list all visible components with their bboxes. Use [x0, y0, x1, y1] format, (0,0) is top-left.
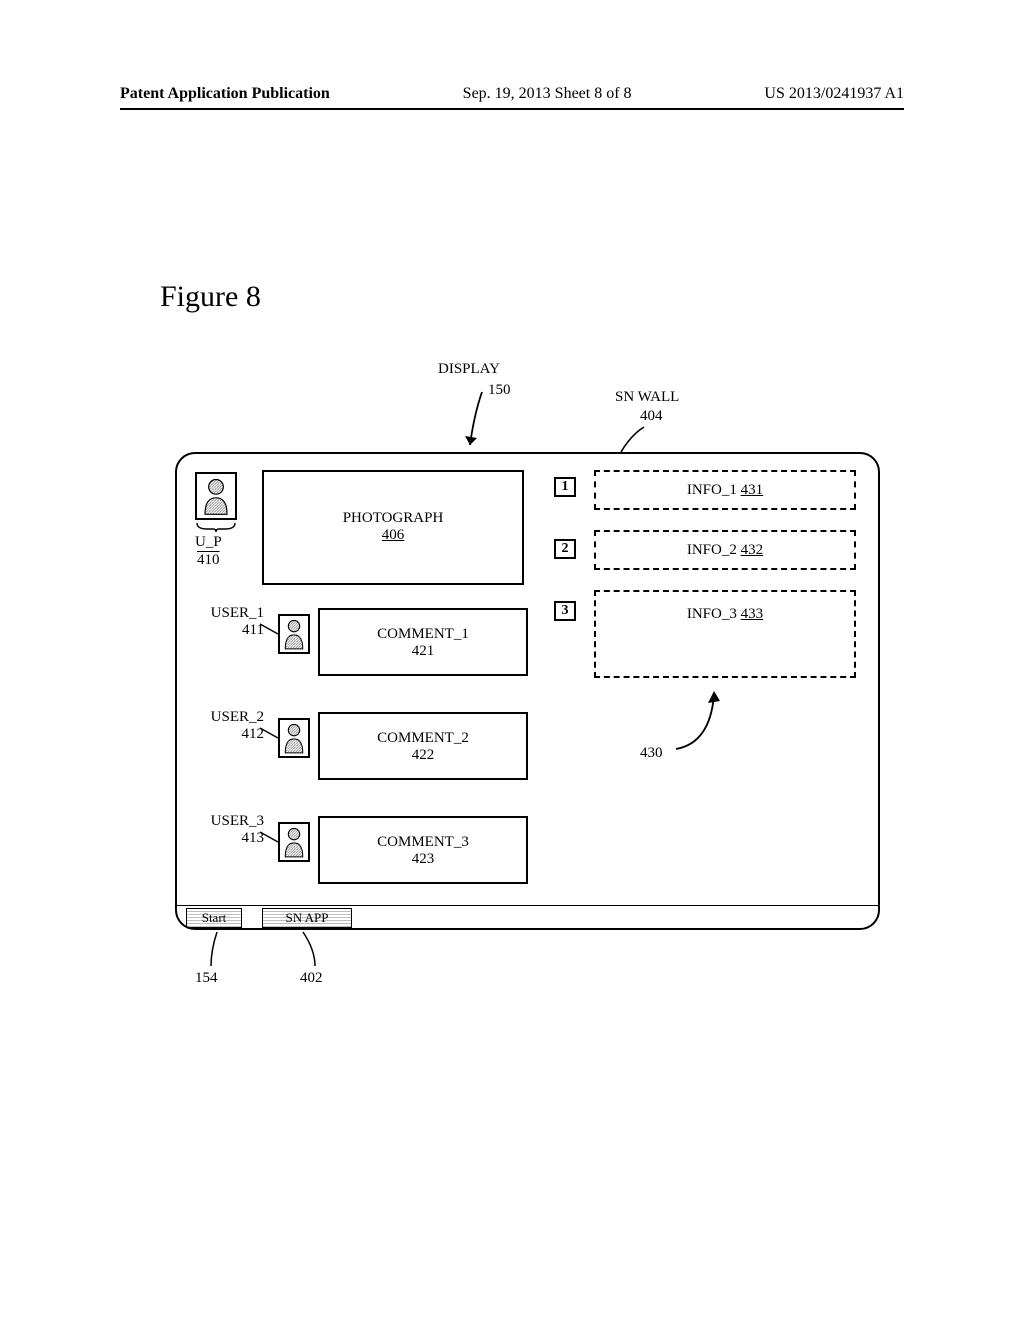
- page-header: Patent Application Publication Sep. 19, …: [0, 85, 1024, 103]
- leader-arrow-icon: [670, 685, 730, 755]
- ref-154: 154: [195, 970, 218, 987]
- user1-label: USER_1411: [204, 605, 264, 639]
- header-center: Sep. 19, 2013 Sheet 8 of 8: [463, 85, 632, 103]
- info3-box: INFO_3 433: [594, 590, 856, 678]
- photograph-number: 406: [382, 527, 405, 543]
- person-icon: [280, 616, 308, 652]
- snwall-number: 404: [640, 408, 663, 425]
- tag-2: 2: [554, 539, 576, 559]
- leader-arrow-icon: [464, 390, 494, 455]
- tag-3: 3: [554, 601, 576, 621]
- leader-line-icon: [258, 622, 280, 636]
- brace-icon: [195, 521, 237, 533]
- display-label: DISPLAY: [438, 361, 500, 378]
- user3-avatar: [278, 822, 310, 862]
- header-right: US 2013/0241937 A1: [764, 85, 904, 103]
- comment3-box: COMMENT_3423: [318, 816, 528, 884]
- snwall-label: SN WALL: [615, 389, 679, 406]
- start-button[interactable]: Start: [186, 908, 242, 928]
- user2-avatar: [278, 718, 310, 758]
- person-icon: [280, 824, 308, 860]
- taskbar-separator: [176, 905, 878, 906]
- person-icon: [280, 720, 308, 756]
- photograph-box: PHOTOGRAPH 406: [262, 470, 524, 585]
- photograph-label: PHOTOGRAPH: [343, 510, 444, 526]
- person-icon: [197, 474, 235, 518]
- info2-box: INFO_2 432: [594, 530, 856, 570]
- user3-label: USER_3413: [204, 813, 264, 847]
- user-profile-avatar: [195, 472, 237, 520]
- leader-line-icon: [207, 930, 227, 970]
- user2-label: USER_2412: [204, 709, 264, 743]
- figure-title: Figure 8: [160, 280, 261, 314]
- leader-line-icon: [295, 930, 323, 970]
- info1-box: INFO_1 431: [594, 470, 856, 510]
- tag-1: 1: [554, 477, 576, 497]
- up-label: U_P: [195, 534, 222, 551]
- leader-line-icon: [616, 425, 656, 455]
- leader-line-icon: [258, 830, 280, 844]
- ref-430: 430: [640, 745, 663, 762]
- up-number: 410: [197, 552, 220, 569]
- user1-avatar: [278, 614, 310, 654]
- ref-402: 402: [300, 970, 323, 987]
- comment1-box: COMMENT_1421: [318, 608, 528, 676]
- header-rule: [120, 108, 904, 110]
- header-left: Patent Application Publication: [120, 85, 330, 103]
- leader-line-icon: [258, 726, 280, 740]
- comment2-box: COMMENT_2422: [318, 712, 528, 780]
- snapp-button[interactable]: SN APP: [262, 908, 352, 928]
